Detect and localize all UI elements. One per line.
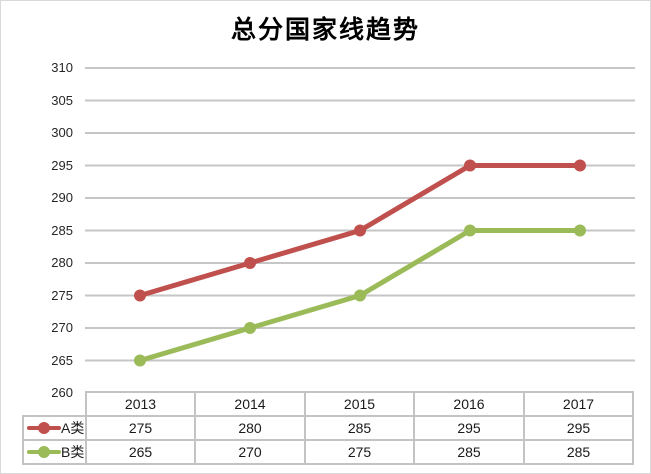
y-axis-label: 275 <box>51 287 73 303</box>
table-cell: 265 <box>85 439 196 465</box>
data-point-B类-2016 <box>464 224 476 237</box>
data-point-A类-2015 <box>354 224 366 237</box>
table-row-series-b: B类 265 270 275 285 285 <box>22 439 634 465</box>
table-cell: 285 <box>523 439 634 465</box>
table-cell: 275 <box>85 415 196 441</box>
y-axis-label: 295 <box>51 157 73 173</box>
data-point-B类-2017 <box>574 224 586 237</box>
y-axis-label: 285 <box>51 222 73 238</box>
chart-title: 总分国家线趋势 <box>230 17 420 44</box>
data-point-B类-2015 <box>354 289 366 302</box>
data-table: 2013 2014 2015 2016 2017 A类 275 280 285 … <box>22 391 634 465</box>
y-axis-label: 300 <box>51 125 73 140</box>
data-point-B类-2014 <box>244 322 256 334</box>
data-point-A类-2016 <box>464 159 476 172</box>
data-point-A类-2017 <box>574 159 586 172</box>
legend-key-series-b-icon <box>27 445 61 459</box>
table-header-row: 2013 2014 2015 2016 2017 <box>23 391 634 417</box>
table-cell: 295 <box>523 415 634 441</box>
table-cell: 280 <box>194 415 306 441</box>
legend-key-series-a-icon <box>27 421 61 435</box>
legend-cell-series-a: A类 <box>22 415 87 441</box>
table-row-series-a: A类 275 280 285 295 295 <box>22 415 634 441</box>
data-point-A类-2014 <box>244 257 256 269</box>
legend-cell-series-b: B类 <box>22 439 87 465</box>
table-corner-spacer <box>23 392 86 416</box>
y-axis-label: 290 <box>51 190 73 205</box>
data-point-B类-2013 <box>134 354 146 367</box>
table-cell: 285 <box>304 415 415 441</box>
table-cell: 275 <box>304 439 415 465</box>
y-axis-label: 305 <box>51 92 73 108</box>
y-axis-label: 270 <box>51 320 73 335</box>
legend-label-series-a: A类 <box>61 420 85 436</box>
year-header: 2013 <box>85 391 196 417</box>
year-header: 2016 <box>413 391 525 417</box>
year-header: 2017 <box>523 391 634 417</box>
table-cell: 295 <box>413 415 525 441</box>
y-axis-label: 260 <box>51 385 73 400</box>
y-axis-label: 265 <box>51 352 73 368</box>
y-axis-label: 310 <box>51 60 73 75</box>
data-point-A类-2013 <box>134 289 146 302</box>
legend-label-series-b: B类 <box>61 444 85 460</box>
year-header: 2015 <box>304 391 415 417</box>
y-axis-label: 280 <box>51 255 73 270</box>
table-cell: 270 <box>194 439 306 465</box>
table-cell: 285 <box>413 439 525 465</box>
year-header: 2014 <box>194 391 306 417</box>
